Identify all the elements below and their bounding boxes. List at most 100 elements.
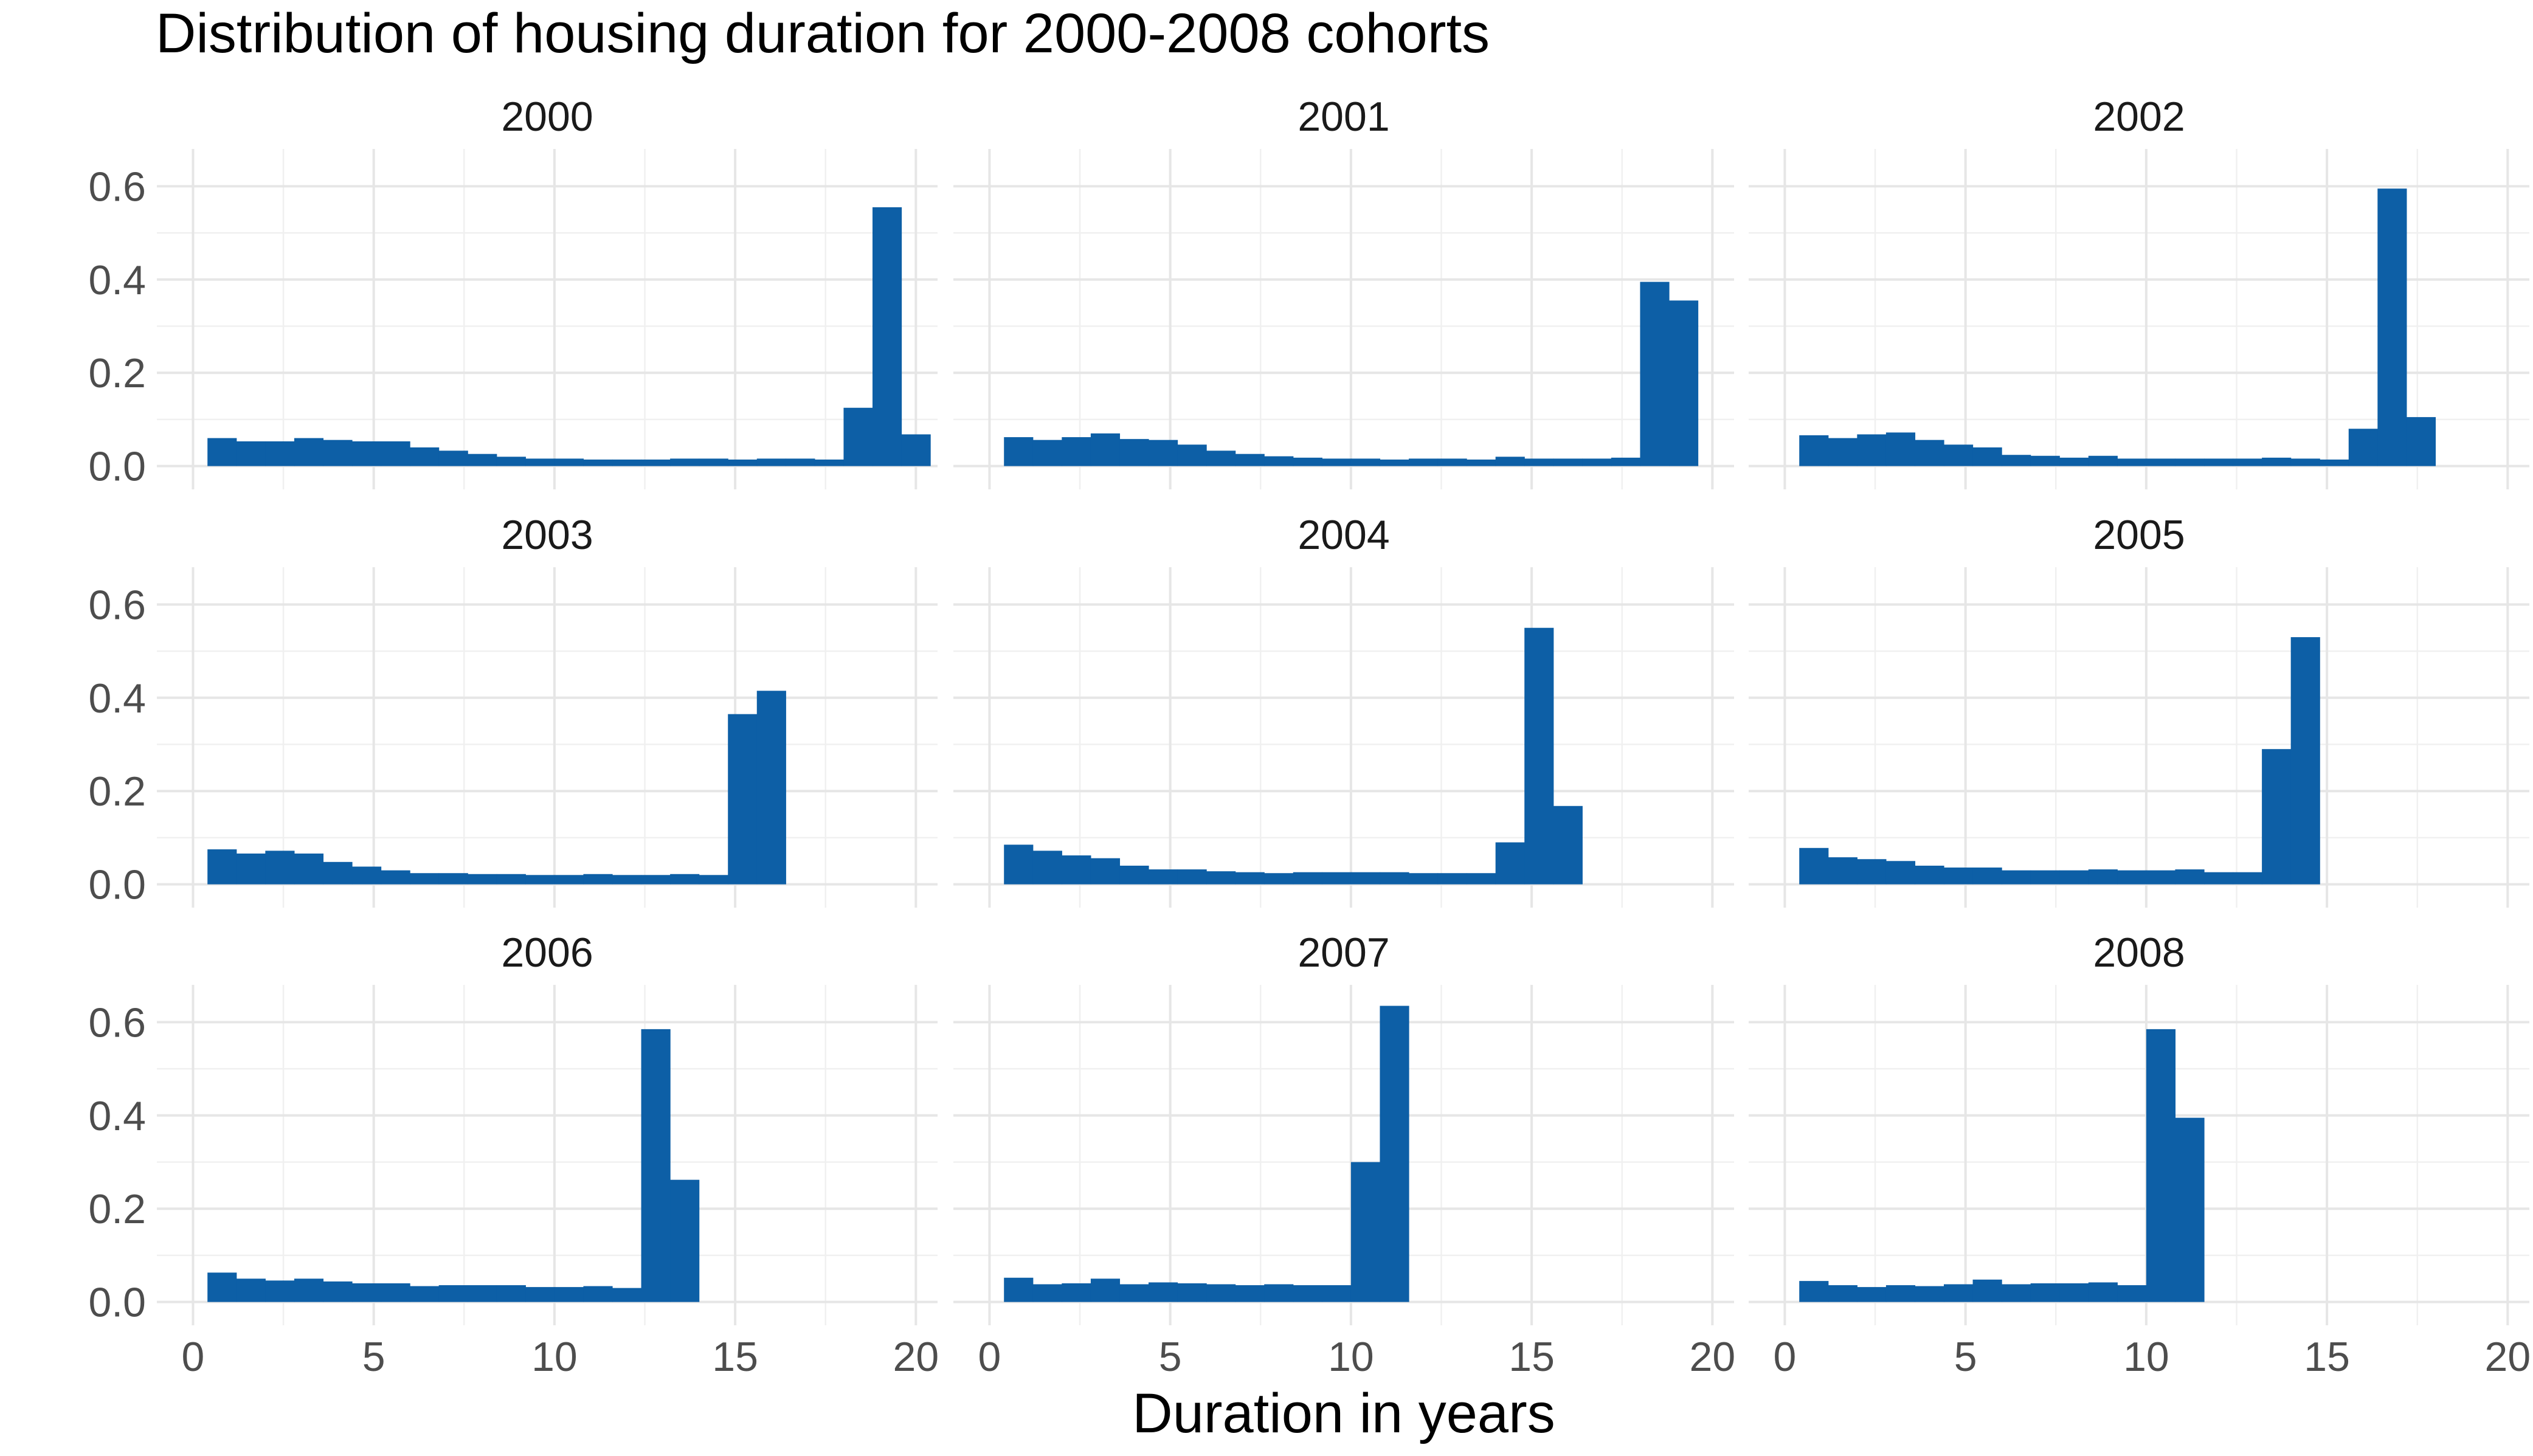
facet-strip-label: 2000 — [501, 94, 593, 140]
histogram-bar-2000-18 — [728, 459, 758, 466]
histogram-bar-2007-7 — [1206, 1284, 1236, 1302]
histogram-bar-2003-17 — [699, 875, 728, 885]
histogram-bar-2004-18 — [1524, 627, 1554, 885]
x-tick-label: 20 — [893, 1334, 939, 1380]
histogram-bar-2000-23 — [873, 207, 902, 466]
histogram-bar-2002-5 — [1944, 444, 1974, 466]
histogram-bar-2000-4 — [323, 440, 353, 466]
histogram-bar-2008-9 — [2059, 1283, 2089, 1302]
histogram-bar-2006-10 — [496, 1285, 526, 1302]
histogram-bar-2000-8 — [438, 450, 468, 466]
histogram-bar-2007-12 — [1350, 1162, 1381, 1302]
histogram-bar-2006-11 — [525, 1287, 555, 1302]
histogram-bar-2004-6 — [1177, 869, 1207, 885]
y-tick-label: 0.2 — [88, 350, 146, 396]
histogram-bar-2003-9 — [468, 874, 497, 885]
histogram-bar-2003-10 — [496, 874, 526, 885]
histogram-bar-2005-7 — [2002, 870, 2031, 885]
histogram-bar-2007-11 — [1322, 1285, 1352, 1302]
histogram-bar-2001-3 — [1090, 433, 1121, 466]
facet-panel-2000: 2000 0.0 0.2 0.4 0.6 — [88, 94, 938, 490]
histogram-bar-2004-4 — [1119, 865, 1149, 885]
histogram-bar-2008-13 — [2175, 1117, 2205, 1302]
x-tick-label: 10 — [2123, 1334, 2169, 1380]
histogram-bar-2002-19 — [2348, 429, 2378, 466]
histogram-bar-2006-13 — [583, 1286, 613, 1302]
histogram-bar-2000-13 — [583, 459, 613, 466]
histogram-bar-2003-7 — [410, 873, 440, 885]
histogram-bar-2000-16 — [670, 458, 700, 466]
histogram-bar-2005-11 — [2117, 870, 2147, 885]
histogram-bar-2004-3 — [1090, 858, 1121, 885]
y-tick-label: 0.0 — [88, 444, 146, 490]
histogram-bar-2005-12 — [2146, 870, 2176, 885]
histogram-bar-2005-13 — [2175, 869, 2205, 885]
x-axis-label: Duration in years — [1132, 1382, 1555, 1444]
histogram-bar-2000-15 — [641, 459, 671, 466]
histogram-bar-2006-5 — [352, 1283, 382, 1302]
histogram-bar-2001-11 — [1322, 458, 1352, 466]
histogram-bar-2008-4 — [1915, 1286, 1944, 1302]
histogram-bar-2000-14 — [612, 459, 642, 466]
facet-strip-label: 2008 — [2093, 930, 2185, 976]
facet-strip-label: 2001 — [1298, 94, 1389, 140]
histogram-bar-2006-1 — [236, 1278, 266, 1302]
histogram-bar-2007-4 — [1119, 1284, 1149, 1302]
histogram-bar-2000-2 — [265, 441, 295, 466]
x-tick-label: 20 — [1690, 1334, 1736, 1380]
histogram-bar-2006-16 — [670, 1179, 700, 1302]
histogram-bar-2006-3 — [294, 1278, 324, 1302]
histogram-bar-2007-0 — [1004, 1277, 1034, 1302]
histogram-bar-2002-2 — [1857, 434, 1887, 466]
histogram-bar-2002-1 — [1828, 438, 1857, 466]
x-tick-label: 5 — [362, 1334, 385, 1380]
y-tick-label: 0.6 — [88, 999, 146, 1046]
histogram-bar-2005-10 — [2088, 869, 2118, 885]
histogram-bar-2001-13 — [1380, 459, 1409, 466]
histogram-bar-2002-10 — [2088, 455, 2118, 466]
histogram-bar-2001-10 — [1293, 457, 1322, 466]
histogram-bar-2003-3 — [294, 854, 324, 885]
histogram-bar-2003-6 — [381, 870, 410, 885]
histogram-bar-2001-21 — [1611, 457, 1641, 466]
y-tick-label: 0.4 — [88, 257, 146, 303]
histogram-bar-2001-6 — [1177, 444, 1207, 466]
histogram-bar-2005-6 — [1972, 868, 2002, 885]
facet-panel-2002: 2002 — [1749, 94, 2529, 489]
histogram-bar-2001-1 — [1032, 440, 1062, 466]
histogram-bar-2007-3 — [1090, 1278, 1121, 1302]
histogram-bar-2000-21 — [814, 459, 845, 466]
histogram-bar-2005-0 — [1799, 847, 1829, 885]
histogram-bar-2006-0 — [207, 1272, 237, 1302]
histogram-bar-2006-6 — [381, 1283, 410, 1302]
histogram-bar-2005-17 — [2290, 637, 2320, 885]
histogram-bar-2002-17 — [2290, 458, 2320, 466]
histogram-bar-2008-8 — [2030, 1283, 2060, 1302]
histogram-bar-2008-6 — [1972, 1279, 2002, 1302]
y-tick-label: 0.4 — [88, 675, 146, 722]
histogram-bar-2003-13 — [583, 874, 613, 885]
histogram-bar-2008-0 — [1799, 1281, 1829, 1302]
y-tick-label: 0.0 — [88, 862, 146, 908]
histogram-bar-2004-11 — [1322, 872, 1352, 885]
histogram-bar-2000-7 — [410, 447, 440, 466]
histogram-bar-2000-5 — [352, 441, 382, 466]
facet-strip-label: 2005 — [2093, 512, 2185, 558]
histogram-bar-2004-17 — [1495, 842, 1525, 885]
x-tick-label: 5 — [1159, 1334, 1182, 1380]
histogram-bar-2007-2 — [1062, 1283, 1091, 1302]
histogram-bar-2001-17 — [1495, 457, 1525, 466]
histogram-bar-2008-11 — [2117, 1285, 2147, 1302]
histogram-bar-2003-1 — [236, 854, 266, 885]
histogram-bar-2004-9 — [1264, 873, 1294, 885]
y-tick-label: 0.4 — [88, 1093, 146, 1139]
histogram-bar-2004-2 — [1062, 855, 1091, 885]
histogram-bar-2002-20 — [2377, 188, 2407, 466]
facet-panel-2003: 2003 0.0 0.2 0.4 0.6 — [88, 512, 938, 908]
facet-strip-label: 2003 — [501, 512, 593, 558]
histogram-bar-2002-9 — [2059, 457, 2089, 466]
facet-panel-2004: 2004 — [953, 512, 1734, 908]
